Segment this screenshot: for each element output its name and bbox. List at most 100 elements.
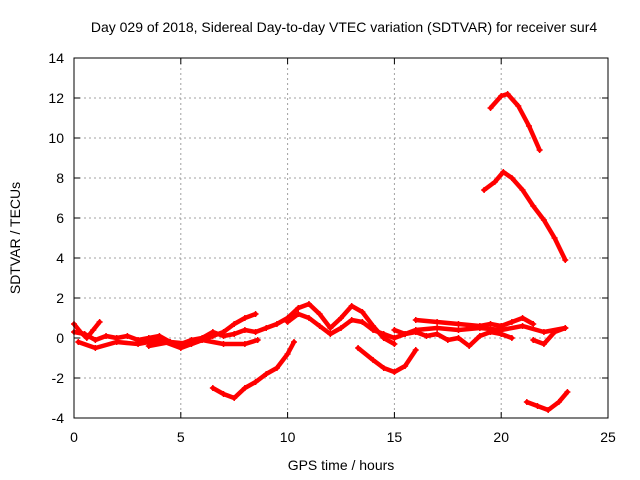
series-line-sat-f: [285, 311, 568, 341]
data-point: [519, 323, 526, 329]
data-point: [167, 339, 174, 345]
data-point: [525, 123, 532, 129]
data-point: [316, 323, 323, 329]
y-tick-label: -2: [52, 370, 65, 386]
series-line-sat-i: [413, 315, 536, 329]
data-point: [124, 333, 131, 339]
data-point: [370, 327, 377, 333]
data-point: [455, 321, 462, 327]
data-point: [498, 323, 505, 329]
data-point: [551, 329, 558, 335]
data-point: [316, 311, 323, 317]
x-tick-label: 25: [600, 429, 616, 445]
data-point: [90, 327, 97, 333]
y-tick-label: -4: [52, 410, 65, 426]
data-point: [220, 329, 227, 335]
data-point: [434, 325, 441, 331]
data-point: [545, 407, 552, 413]
data-point: [254, 337, 261, 343]
data-point: [113, 339, 120, 345]
data-point: [348, 303, 355, 309]
data-point: [519, 187, 526, 193]
data-point: [423, 333, 430, 339]
data-point: [209, 333, 216, 339]
data-point: [402, 363, 409, 369]
y-tick-label: 6: [56, 210, 64, 226]
data-point: [481, 187, 488, 193]
data-point: [487, 105, 494, 111]
data-point: [273, 365, 280, 371]
y-tick-label: 8: [56, 170, 64, 186]
data-point: [519, 315, 526, 321]
x-tick-label: 15: [387, 429, 403, 445]
data-point: [338, 325, 344, 331]
data-point: [564, 389, 571, 395]
y-axis-label: SDTVAR / TECUs: [7, 182, 23, 294]
data-point: [391, 369, 398, 375]
data-point: [508, 335, 515, 341]
data-point: [466, 343, 473, 349]
data-point: [348, 317, 355, 323]
data-point: [241, 385, 248, 391]
data-point: [491, 179, 498, 185]
y-tick-label: 0: [56, 330, 64, 346]
data-point: [540, 217, 547, 223]
data-point: [209, 385, 216, 391]
data-point: [562, 257, 569, 263]
data-point: [391, 335, 398, 341]
x-tick-label: 10: [280, 429, 296, 445]
data-point: [536, 147, 543, 153]
plot-frame: [73, 57, 609, 419]
data-point: [355, 345, 362, 351]
data-point: [231, 331, 238, 337]
data-point: [252, 311, 259, 317]
data-point: [380, 331, 387, 337]
x-axis-label: GPS time / hours: [288, 457, 395, 473]
data-point: [487, 321, 494, 327]
data-point: [295, 305, 302, 311]
data-point: [391, 341, 398, 347]
data-point: [231, 321, 238, 327]
data-point: [412, 347, 419, 353]
series-line-sat-d: [146, 311, 258, 349]
data-point: [476, 323, 483, 329]
series-line-sat-l: [481, 169, 568, 263]
data-point: [540, 341, 547, 347]
data-point: [412, 317, 419, 323]
data-point: [188, 341, 195, 347]
data-point: [273, 321, 280, 327]
data-point: [103, 333, 110, 339]
data-point: [177, 345, 184, 351]
data-point: [338, 315, 344, 321]
y-tick-label: 4: [56, 250, 64, 266]
data-point: [305, 315, 312, 321]
data-point: [434, 319, 441, 325]
data-point: [241, 315, 248, 321]
data-point: [540, 329, 547, 335]
data-point: [412, 329, 419, 335]
data-point: [380, 365, 387, 371]
axis-ticks: 0 5 10 15 20 25 -4 -2 0 2 4 6 8 10 12 14: [48, 50, 616, 445]
data-point: [77, 329, 84, 335]
data-point: [562, 325, 569, 331]
data-point: [241, 341, 248, 347]
data-point: [487, 329, 494, 335]
data-point: [498, 93, 505, 99]
data-point: [231, 395, 238, 401]
data-point: [555, 399, 562, 405]
series-line-sat-e: [210, 339, 297, 401]
data-point: [263, 325, 270, 331]
data-point: [284, 319, 291, 325]
data-point: [534, 403, 541, 409]
data-point: [370, 357, 377, 363]
data-point: [530, 321, 537, 327]
data-point: [523, 399, 530, 405]
data-point: [508, 319, 515, 325]
x-tick-label: 20: [493, 429, 509, 445]
data-point: [295, 311, 302, 317]
data-point: [455, 327, 462, 333]
data-point: [444, 337, 451, 343]
data-point: [241, 327, 248, 333]
data-point: [359, 319, 366, 325]
data-point: [96, 319, 103, 325]
